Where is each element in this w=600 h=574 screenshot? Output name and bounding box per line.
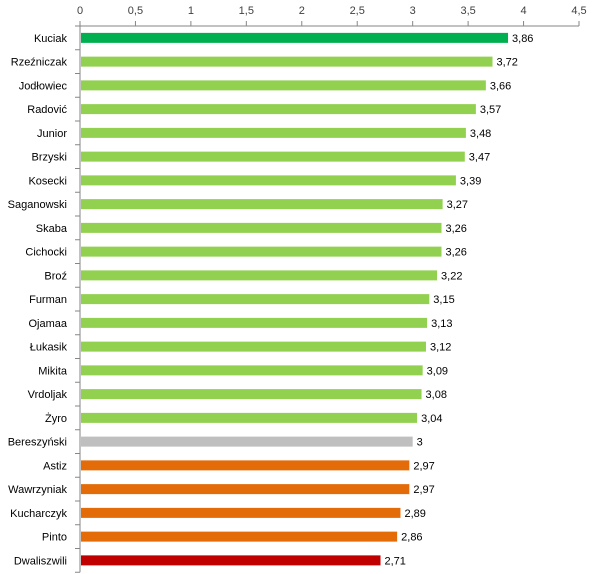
x-tick-label: 1: [188, 5, 194, 17]
bar: [81, 127, 466, 138]
data-label: 3,26: [445, 247, 466, 259]
data-label: 2,71: [385, 555, 406, 567]
bar: [81, 365, 423, 376]
x-tick-label: 4,5: [571, 5, 586, 17]
data-label: 3: [417, 437, 423, 449]
x-tick-label: 3: [410, 5, 416, 17]
bar: [81, 270, 438, 281]
category-label: Vrdoljak: [28, 389, 68, 401]
data-label: 3,22: [441, 270, 462, 282]
category-label: Ojamaa: [28, 318, 67, 330]
bar: [81, 175, 456, 186]
x-tick-label: 1,5: [239, 5, 254, 17]
y-axis: Kuciak Rzeźniczak Jodłowiec Radović Junior Br…: [8, 25, 81, 573]
category-label: Mikita: [38, 365, 68, 377]
category-label: Wawrzyniak: [8, 484, 67, 496]
data-label: 3,66: [490, 80, 511, 92]
data-label: 3,48: [470, 128, 491, 140]
data-label: 3,08: [426, 389, 447, 401]
category-label: Astiz: [43, 460, 67, 472]
category-label: Bereszyński: [8, 437, 67, 449]
category-label: Broź: [44, 270, 67, 282]
data-label: 2,86: [401, 532, 422, 544]
data-label: 3,15: [433, 294, 454, 306]
data-label: 3,72: [497, 57, 518, 69]
x-tick-label: 4: [520, 5, 526, 17]
category-label: Żyro: [45, 412, 67, 425]
category-label: Dwaliszwili: [14, 555, 67, 567]
bar: [81, 56, 493, 67]
bar: [81, 317, 428, 328]
data-label: 3,26: [445, 223, 466, 235]
category-label: Rzeźniczak: [11, 57, 68, 69]
bar: [81, 484, 410, 495]
bar: [81, 436, 413, 447]
x-tick-label: 0: [77, 5, 83, 17]
data-label: 3,47: [469, 152, 490, 164]
x-tick-label: 2,5: [350, 5, 365, 17]
bar: [81, 507, 401, 518]
x-tick-label: 2: [299, 5, 305, 17]
bar: [81, 246, 442, 257]
x-tick-label: 3,5: [460, 5, 475, 17]
category-label: Pinto: [42, 532, 67, 544]
category-label: Skaba: [36, 223, 68, 235]
x-axis: 0 0,5 1 1,5 2 2,5 3 3,5 4 4,5: [77, 5, 587, 27]
bar: [81, 104, 476, 115]
bar: [81, 460, 410, 471]
category-label: Furman: [29, 294, 67, 306]
category-label: Kuciak: [34, 33, 68, 45]
category-label: Radović: [27, 104, 67, 116]
bar: [81, 151, 465, 162]
bar: [81, 341, 426, 352]
bar: [81, 32, 509, 43]
bar: [81, 531, 398, 542]
data-label: 3,04: [421, 413, 442, 425]
category-label: Kosecki: [28, 175, 67, 187]
data-label: 2,89: [404, 508, 425, 520]
bar: [81, 80, 486, 91]
data-label: 3,13: [431, 318, 452, 330]
category-label: Kucharczyk: [10, 508, 67, 520]
data-label: 3,57: [480, 104, 501, 116]
bar: [81, 222, 442, 233]
data-label: 2,97: [413, 460, 434, 472]
bar: [81, 412, 418, 423]
bar: [81, 199, 443, 210]
data-label: 3,27: [447, 199, 468, 211]
bar: [81, 555, 381, 566]
data-label: 3,12: [430, 342, 451, 354]
data-label: 3,39: [460, 175, 481, 187]
x-tick-label: 0,5: [128, 5, 143, 17]
category-label: Cichocki: [25, 247, 67, 259]
category-label: Łukasik: [30, 342, 68, 354]
data-label: 3,86: [512, 33, 533, 45]
category-label: Saganowski: [8, 199, 67, 211]
data-label: 3,09: [427, 365, 448, 377]
category-label: Junior: [37, 128, 67, 140]
category-label: Jodłowiec: [19, 80, 68, 92]
bar-series: 3,86 3,72 3,66 3,57 3,48 3,47 3,39 3,27 3,26 3,26…: [81, 32, 533, 567]
category-label: Brzyski: [32, 152, 67, 164]
bar: [81, 294, 430, 305]
bar: [81, 389, 422, 400]
data-label: 2,97: [413, 484, 434, 496]
